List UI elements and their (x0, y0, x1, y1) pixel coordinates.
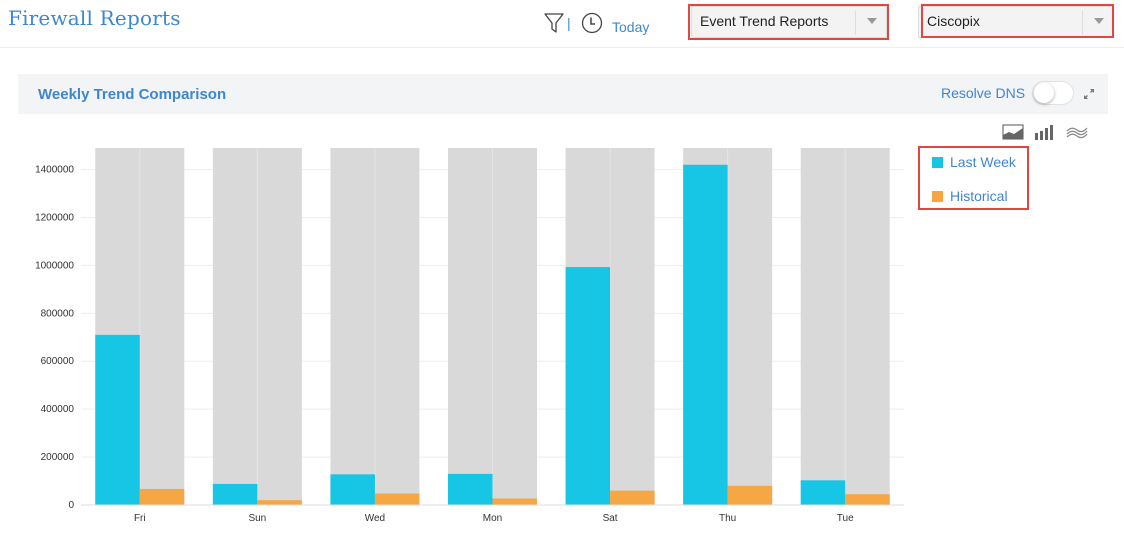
bar-historical (727, 485, 773, 505)
bar-last-week (95, 334, 140, 505)
x-tick-label: Wed (365, 513, 385, 524)
chevron-down-icon (1094, 18, 1104, 24)
select-divider (855, 11, 856, 35)
legend-swatch (932, 157, 943, 168)
clock-icon[interactable] (581, 12, 603, 34)
expand-icon[interactable] (1082, 87, 1096, 101)
device-select[interactable]: Ciscopix (918, 6, 1114, 38)
x-tick-label: Sat (603, 513, 618, 524)
bar-last-week (212, 483, 258, 505)
y-tick-label: 1200000 (35, 212, 74, 223)
panel-title: Weekly Trend Comparison (38, 86, 227, 103)
filter-icon[interactable] (544, 12, 564, 34)
bar-last-week (330, 474, 375, 505)
bar-chart-icon[interactable] (1034, 123, 1056, 141)
header-divider (0, 47, 1124, 48)
legend-label: Historical (950, 188, 1008, 204)
x-tick-label: Mon (483, 513, 502, 524)
report-type-value: Event Trend Reports (700, 13, 829, 29)
resolve-dns-label: Resolve DNS (941, 85, 1026, 101)
y-tick-label: 400000 (41, 404, 75, 415)
chart-legend: Last Week Historical (918, 146, 1028, 210)
today-link[interactable]: Today (612, 19, 650, 35)
bar-chart: 0 200000 400000 600000 800000 1000000 1200000 1… (35, 148, 904, 524)
bar-last-week (800, 480, 846, 505)
bar-last-week (683, 164, 728, 505)
toggle-knob (1034, 83, 1054, 103)
bar-historical (374, 493, 420, 505)
report-type-select[interactable]: Event Trend Reports (691, 6, 887, 38)
y-tick-label: 0 (68, 500, 74, 511)
y-tick-label: 800000 (41, 308, 75, 319)
x-tick-label: Sun (248, 513, 266, 524)
x-tick-label: Thu (719, 513, 736, 524)
area-chart-icon[interactable] (1002, 123, 1024, 141)
line-chart-icon[interactable] (1066, 123, 1088, 141)
legend-item-historical[interactable]: Historical (932, 188, 1008, 204)
bar-historical (139, 488, 185, 505)
panel-header: Weekly Trend Comparison Resolve DNS (18, 74, 1108, 114)
chevron-down-icon (867, 18, 877, 24)
resolve-dns-toggle[interactable] (1032, 81, 1074, 105)
x-tick-label: Fri (134, 513, 146, 524)
bar-historical (492, 498, 537, 505)
y-tick-label: 1400000 (35, 165, 74, 176)
legend-item-last-week[interactable]: Last Week (932, 154, 1016, 170)
page-title: Firewall Reports (8, 6, 181, 30)
bar-historical (610, 490, 655, 505)
bar-historical (257, 500, 302, 505)
y-tick-label: 1000000 (35, 260, 74, 271)
legend-label: Last Week (950, 154, 1016, 170)
y-tick-label: 600000 (41, 356, 75, 367)
y-tick-label: 200000 (41, 452, 75, 463)
bar-historical (845, 494, 890, 505)
bar-last-week (565, 267, 611, 505)
bar-last-week (448, 473, 493, 505)
legend-swatch (932, 191, 943, 202)
device-value: Ciscopix (927, 13, 980, 29)
header-separator: | (567, 15, 571, 31)
x-tick-label: Tue (837, 513, 854, 524)
select-divider (1082, 11, 1083, 35)
